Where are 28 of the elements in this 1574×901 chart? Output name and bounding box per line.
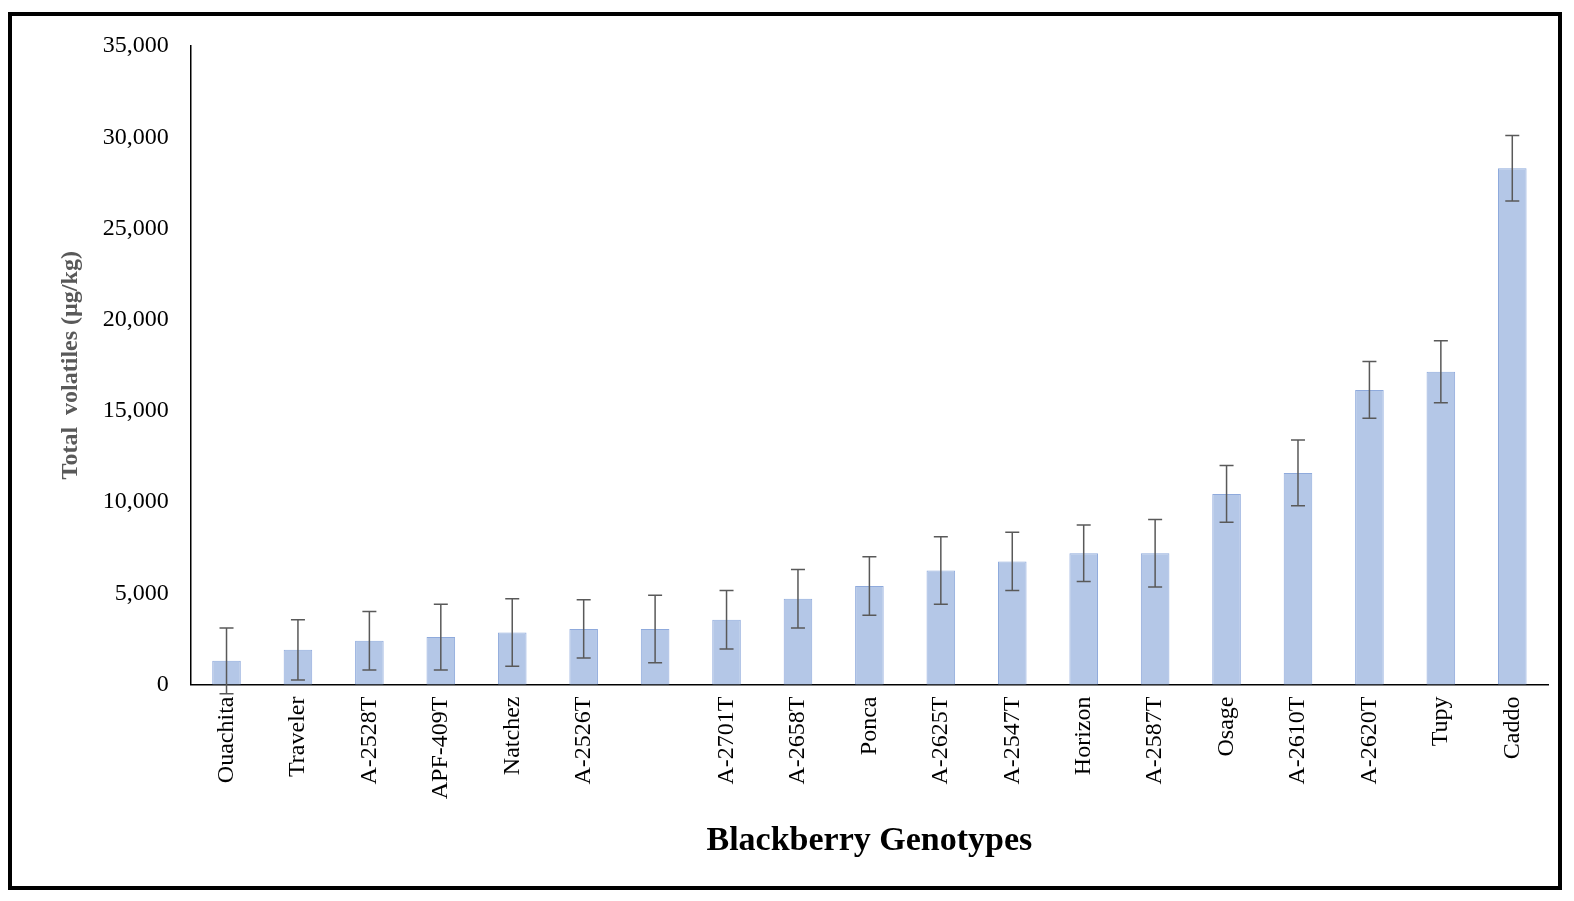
x-tick-label: Horizon: [1068, 696, 1095, 776]
y-tick-label: 0: [156, 669, 169, 696]
x-tick-label: A-2610T: [1283, 696, 1310, 785]
y-tick-label: 10,000: [102, 487, 169, 514]
x-tick-label: Osage: [1211, 696, 1238, 757]
x-tick-label: Traveler: [283, 696, 310, 777]
y-tick-label: 30,000: [102, 122, 169, 149]
x-axis-title: Blackberry Genotypes: [706, 820, 1033, 858]
x-tick-label: A-2526T: [568, 696, 595, 785]
y-axis-title: Total volatiles (µg/kg): [55, 251, 82, 480]
y-tick-label: 5,000: [114, 578, 169, 605]
x-tick-label: A-2625T: [926, 696, 953, 785]
x-tick-label: A-2587T: [1140, 696, 1167, 785]
x-tick-label: Ponca: [854, 696, 881, 756]
x-tick-label: A-2528T: [354, 696, 381, 785]
x-tick-label: A-2658T: [783, 696, 810, 785]
x-tick-label: A-2701T: [711, 696, 738, 785]
x-tick-label: Caddo: [1497, 696, 1524, 760]
y-tick-label: 35,000: [102, 31, 169, 58]
y-tick-label: 25,000: [102, 213, 169, 240]
x-tick-label: Tupy: [1426, 696, 1453, 747]
x-tick-label: Natchez: [497, 696, 524, 776]
x-tick-label: Ouachita: [211, 696, 238, 784]
x-tick-label: A-2547T: [997, 696, 1024, 785]
y-tick-label: 15,000: [102, 396, 169, 423]
x-tick-label: A-2620T: [1354, 696, 1381, 785]
y-tick-label: 20,000: [102, 304, 169, 331]
x-tick-label: APF-409T: [426, 696, 453, 800]
